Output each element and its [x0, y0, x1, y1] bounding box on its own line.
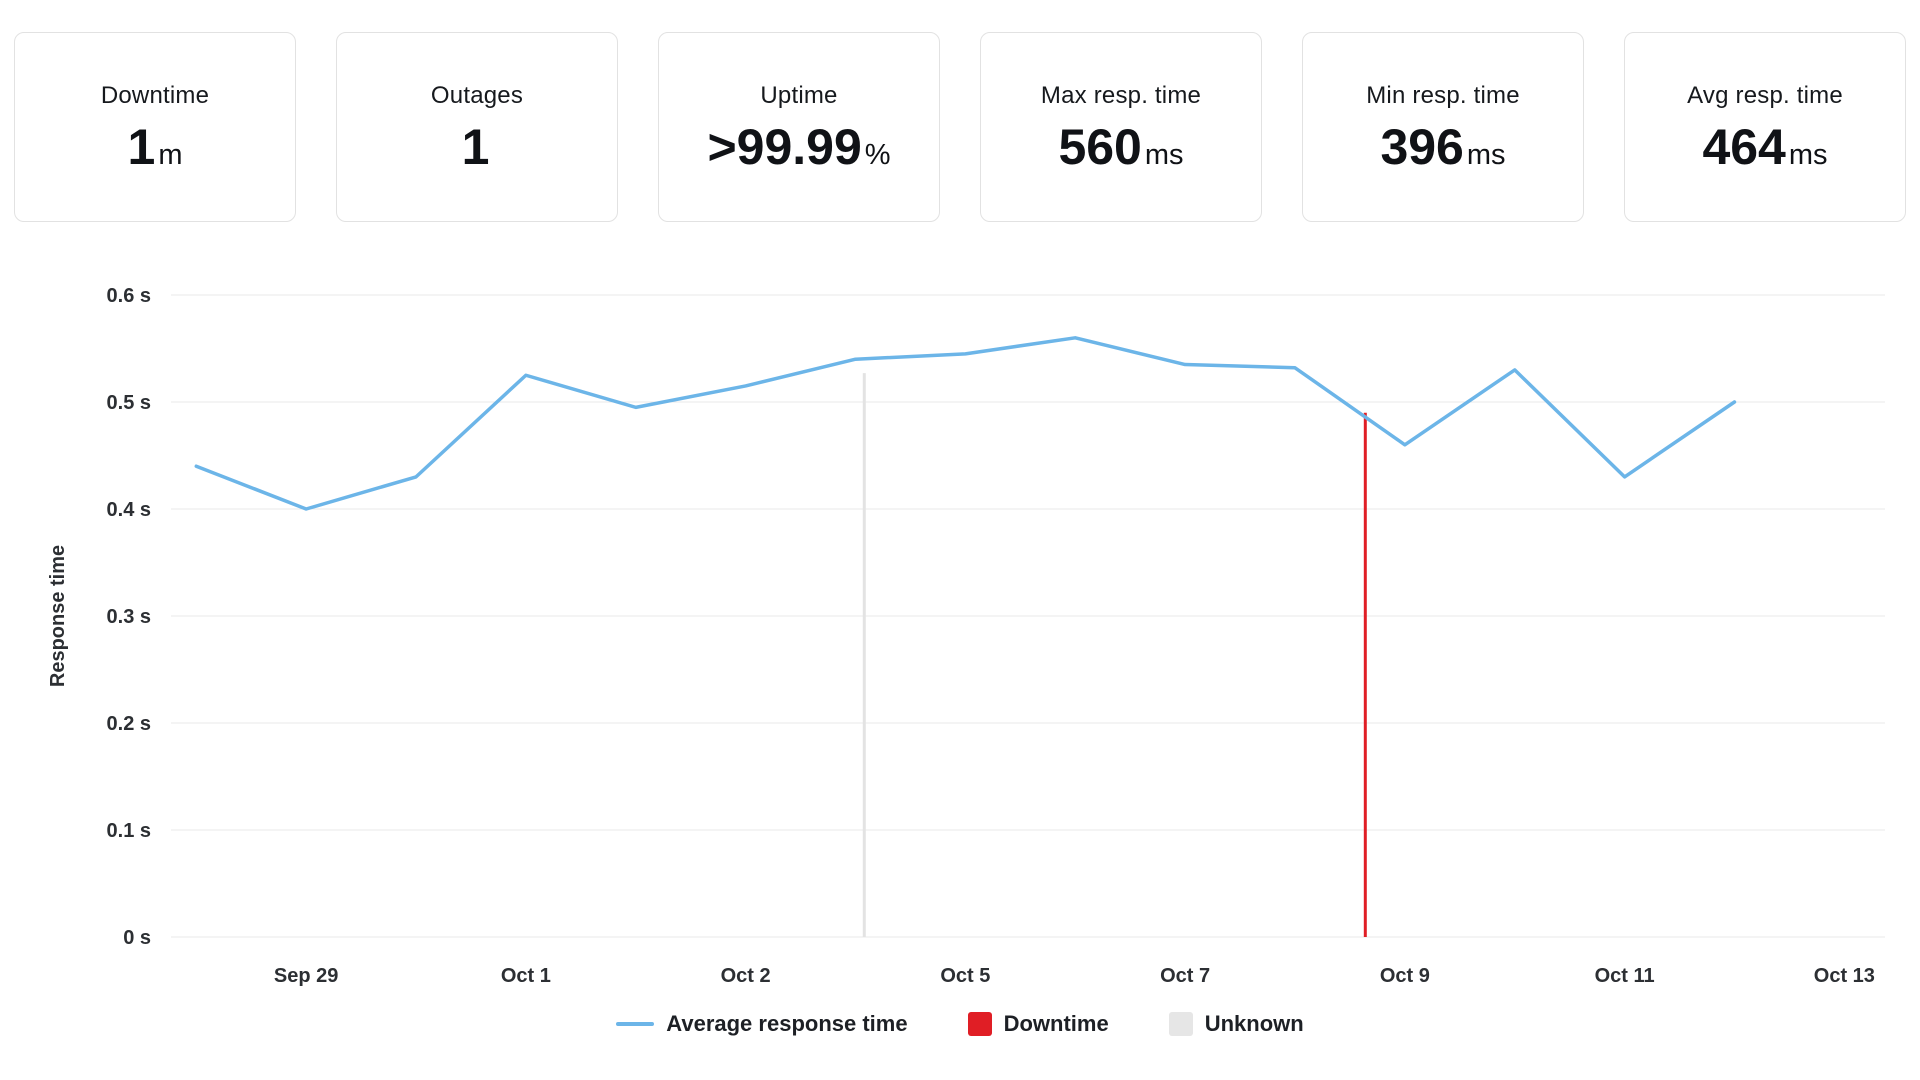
y-tick-label: 0.2 s: [107, 713, 151, 735]
stat-value: >99.99 %: [707, 122, 890, 172]
y-tick-label: 0 s: [123, 927, 151, 949]
stat-value-unit: ms: [1144, 139, 1184, 171]
stat-label: Min resp. time: [1366, 82, 1520, 109]
stats-row: Downtime 1 m Outages 1 Uptime >99.99 % M…: [0, 0, 1920, 222]
chart-legend: Average response time Downtime Unknown: [0, 1011, 1920, 1037]
stat-value-unit: ms: [1466, 139, 1506, 171]
x-tick-label: Oct 7: [1160, 965, 1210, 987]
response-time-chart: 0 s 0.1 s 0.2 s 0.3 s 0.4 s 0.5 s 0.6 s Sep 29 O…: [0, 250, 1920, 1005]
legend-label: Downtime: [1003, 1011, 1109, 1036]
stat-value-number: 396: [1380, 119, 1464, 175]
chart-canvas[interactable]: 0 s 0.1 s 0.2 s 0.3 s 0.4 s 0.5 s 0.6 s Sep 29 O…: [0, 250, 1920, 1005]
x-tick-label: Oct 11: [1595, 965, 1655, 987]
y-tick-label: 0.6 s: [107, 285, 151, 307]
stat-value-number: 1: [127, 119, 156, 175]
stat-value-number: >99.99: [707, 119, 862, 175]
y-tick-label: 0.4 s: [107, 499, 151, 521]
stat-card-max-resp-time: Max resp. time 560 ms: [980, 32, 1262, 222]
stat-value-number: 1: [461, 119, 490, 175]
stat-value: 560 ms: [1058, 122, 1183, 172]
stat-label: Outages: [430, 82, 524, 109]
x-tick-label: Oct 2: [721, 965, 771, 987]
stat-label: Avg resp. time: [1687, 82, 1843, 109]
stat-card-outages: Outages 1: [336, 32, 618, 222]
stat-value: 1 m: [128, 122, 183, 172]
y-axis-label: Response time: [47, 545, 69, 687]
legend-unknown-swatch: [1168, 1012, 1193, 1036]
x-tick-label: Sep 29: [274, 965, 338, 987]
x-tick-label: Oct 13: [1814, 965, 1875, 987]
legend-label: Average response time: [666, 1011, 908, 1036]
legend-item-unknown[interactable]: Unknown: [1168, 1011, 1304, 1037]
stat-value-number: 560: [1058, 119, 1142, 175]
stat-value: 396 ms: [1380, 122, 1505, 172]
y-tick-label: 0.3 s: [107, 606, 151, 628]
stat-value: 464 ms: [1702, 122, 1827, 172]
stat-card-min-resp-time: Min resp. time 396 ms: [1302, 32, 1584, 222]
stat-value-unit: ms: [1788, 139, 1828, 171]
x-tick-label: Oct 9: [1380, 965, 1430, 987]
legend-item-average-response-time[interactable]: Average response time: [616, 1011, 908, 1037]
series-line: [194, 336, 1737, 511]
x-tick-label: Oct 5: [940, 965, 990, 987]
y-tick-label: 0.5 s: [107, 392, 151, 414]
legend-downtime-swatch: [967, 1012, 992, 1036]
stat-card-avg-resp-time: Avg resp. time 464 ms: [1624, 32, 1906, 222]
x-tick-label: Oct 1: [501, 965, 551, 987]
stat-value: 1: [462, 122, 493, 172]
stat-value-unit: m: [158, 139, 183, 171]
stat-label: Max resp. time: [1040, 82, 1202, 109]
stat-value-number: 464: [1702, 119, 1786, 175]
legend-line-swatch: [616, 1022, 655, 1026]
legend-item-downtime[interactable]: Downtime: [967, 1011, 1109, 1037]
stat-label: Downtime: [100, 82, 210, 109]
stat-card-uptime: Uptime >99.99 %: [658, 32, 940, 222]
stat-label: Uptime: [760, 82, 838, 109]
stat-value-unit: %: [864, 139, 891, 171]
legend-label: Unknown: [1204, 1011, 1304, 1036]
stat-card-downtime: Downtime 1 m: [14, 32, 296, 222]
y-tick-label: 0.1 s: [107, 820, 151, 842]
